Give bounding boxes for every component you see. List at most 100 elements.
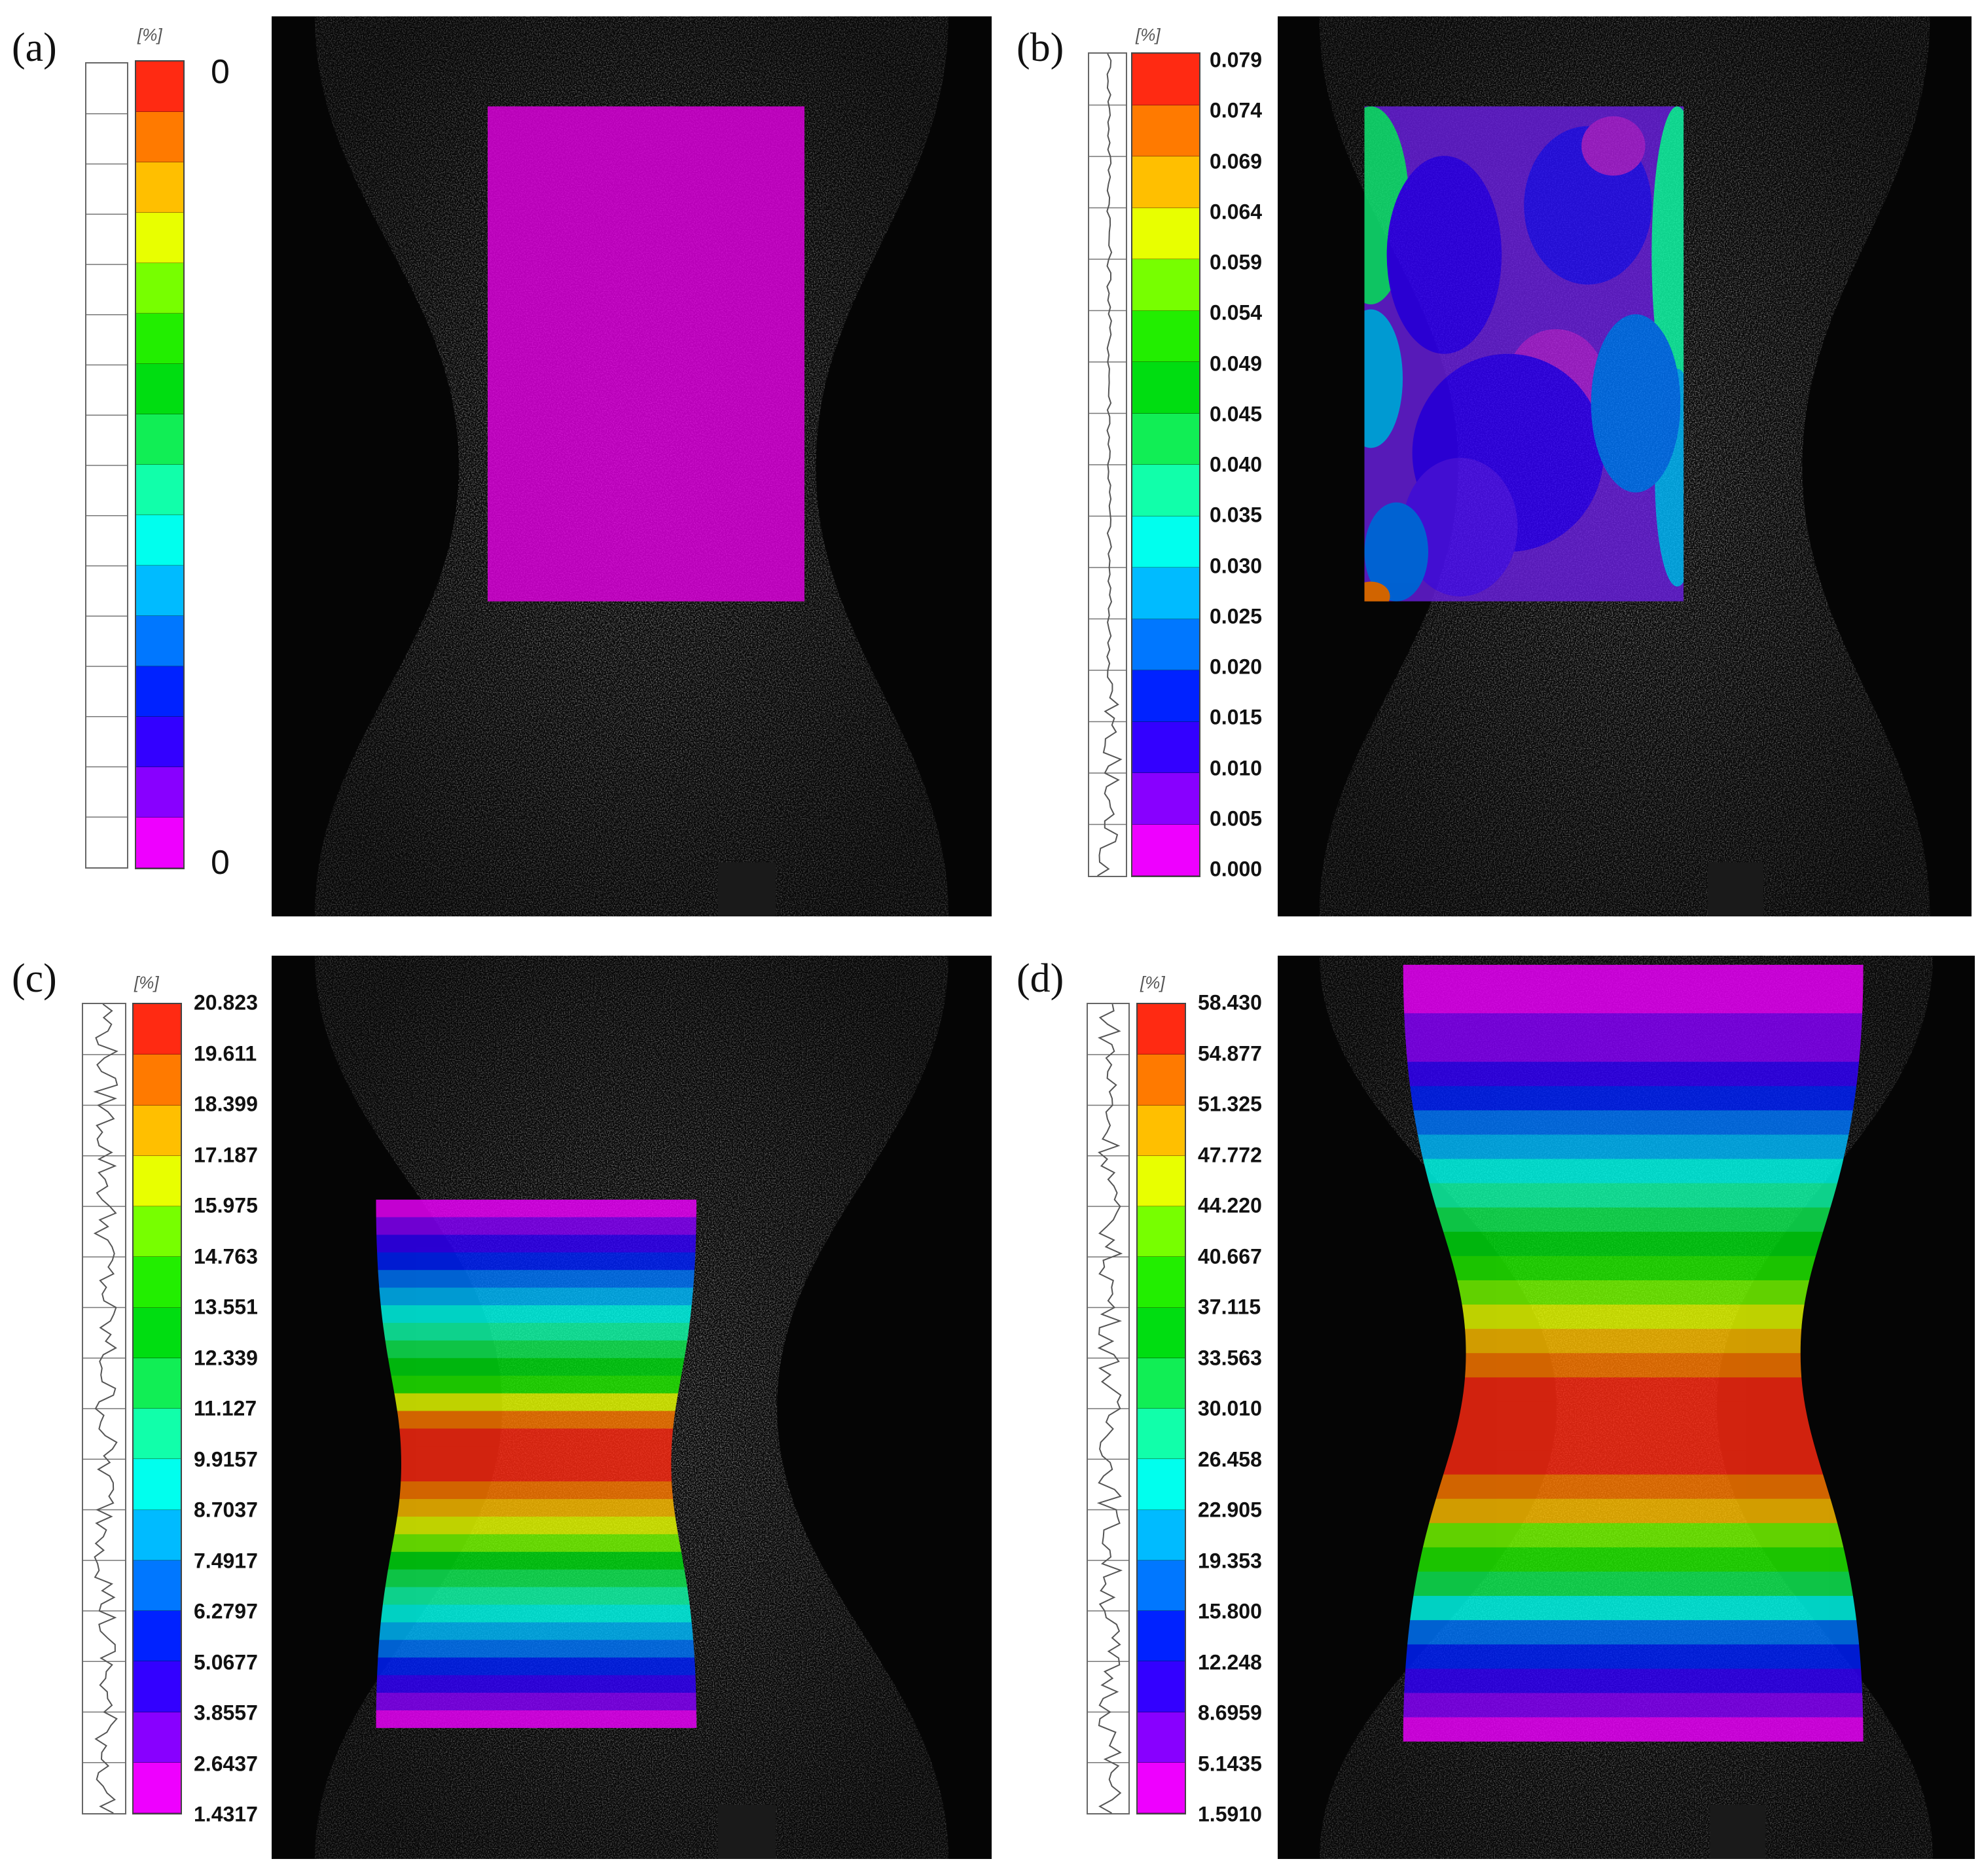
scale-tick-label: 0.005 — [1210, 806, 1263, 831]
scale-max-label: 0 — [211, 53, 230, 91]
scale-tick-label: 5.1435 — [1198, 1752, 1262, 1775]
scale-segment — [136, 666, 183, 717]
scale-segment — [1138, 1661, 1185, 1712]
scale-tick-label: 0.079 — [1210, 48, 1263, 72]
color-scale-bar — [1131, 52, 1200, 877]
scale-tick-label: 5.0677 — [194, 1650, 258, 1674]
scale-segment — [1138, 1762, 1185, 1813]
scale-segment — [134, 1459, 181, 1510]
scale-segment — [136, 364, 183, 414]
scale-segment — [136, 767, 183, 818]
scale-segment — [1132, 259, 1199, 311]
scale-segment — [1138, 1055, 1185, 1106]
scale-segment — [136, 717, 183, 767]
scale-tick-label: 47.772 — [1198, 1143, 1262, 1166]
strain-field-image — [272, 956, 992, 1859]
scale-segment — [136, 465, 183, 515]
scale-tick-label: 9.9157 — [194, 1447, 258, 1471]
scale-segment — [136, 566, 183, 616]
strain-field-image — [272, 16, 992, 916]
scale-tick-label: 7.4917 — [194, 1549, 258, 1572]
scale-segment — [136, 263, 183, 314]
scale-segment — [1132, 568, 1199, 619]
scale-segment — [1132, 670, 1199, 722]
scale-segment — [1132, 721, 1199, 773]
scale-segment — [136, 62, 183, 112]
panel-a: (a) [%] 0 0 — [0, 0, 992, 938]
scale-segment — [1132, 773, 1199, 825]
strain-field-image — [1278, 16, 1972, 916]
scale-tick-label: 18.399 — [194, 1092, 258, 1116]
scale-tick-label: 6.2797 — [194, 1599, 258, 1623]
scale-segment — [1132, 824, 1199, 876]
panel-b: (b) [%] 0.079 0.074 0.069 0.064 0.059 0.054 0.… — [1017, 16, 1972, 916]
scale-segment — [1138, 1712, 1185, 1763]
scale-segment — [136, 515, 183, 566]
scale-segment — [134, 1307, 181, 1358]
scale-segment — [136, 314, 183, 364]
color-scale-bar — [1136, 1003, 1186, 1814]
strain-field-image — [1278, 956, 1975, 1859]
scale-tick-label: 0.059 — [1210, 250, 1263, 274]
unit-label: [%] — [1136, 25, 1161, 45]
panel-label: (c) — [12, 956, 57, 1001]
scale-segment — [134, 1105, 181, 1156]
scale-tick-label: 0.049 — [1210, 352, 1263, 375]
scale-segment — [1138, 1358, 1185, 1409]
scale-segment — [136, 213, 183, 263]
scale-tick-label: 12.339 — [194, 1346, 258, 1369]
scale-segment — [134, 1661, 181, 1712]
scale-segment — [1132, 310, 1199, 362]
unit-label: [%] — [1140, 973, 1165, 992]
scale-segment — [1138, 1155, 1185, 1206]
color-scale-bar — [132, 1003, 182, 1814]
scale-segment — [134, 1762, 181, 1813]
scale-tick-label: 15.975 — [194, 1193, 258, 1218]
scale-tick-label: 12.248 — [1198, 1650, 1262, 1674]
panel-label: (b) — [1017, 26, 1064, 70]
scale-tick-label: 0.025 — [1210, 604, 1263, 628]
scale-tick-label: 0.064 — [1210, 200, 1263, 224]
scale-tick-label: 0.069 — [1210, 149, 1263, 173]
scale-segment — [134, 1257, 181, 1308]
panel-label: (a) — [12, 26, 57, 70]
scale-tick-label: 19.611 — [194, 1041, 257, 1065]
scale-tick-label: 58.430 — [1198, 990, 1262, 1015]
scale-segment — [1132, 619, 1199, 670]
scale-segment — [1138, 1459, 1185, 1510]
scale-tick-label: 37.115 — [1198, 1295, 1261, 1319]
scale-segment — [134, 1560, 181, 1611]
scale-tick-label: 54.877 — [1198, 1041, 1262, 1065]
scale-segment — [1132, 465, 1199, 516]
scale-tick-label: 22.905 — [1198, 1498, 1262, 1522]
scale-segment — [1138, 1105, 1185, 1156]
scale-segment — [1132, 54, 1199, 105]
histogram-strip — [1087, 1003, 1130, 1814]
scale-tick-label: 0.015 — [1210, 705, 1263, 729]
scale-tick-label: 0.074 — [1210, 98, 1263, 122]
scale-segment — [1132, 207, 1199, 259]
scale-tick-label: 15.800 — [1198, 1599, 1262, 1623]
unit-label: [%] — [137, 25, 162, 45]
scale-tick-label: 11.127 — [194, 1396, 257, 1420]
scale-tick-label: 20.823 — [194, 990, 258, 1015]
scale-tick-label: 0.035 — [1210, 503, 1263, 527]
scale-segment — [136, 162, 183, 213]
scale-segment — [134, 1712, 181, 1763]
scale-tick-label: 51.325 — [1198, 1092, 1262, 1116]
histogram-strip — [85, 62, 128, 869]
scale-tick-label: 0.040 — [1210, 452, 1263, 477]
scale-tick-label: 1.5910 — [1198, 1802, 1262, 1826]
scale-segment — [134, 1206, 181, 1257]
histogram-strip — [82, 1003, 126, 1814]
scale-min-label: 0 — [211, 844, 230, 882]
scale-segment — [134, 1611, 181, 1662]
scale-segment — [1138, 1004, 1185, 1055]
scale-segment — [1138, 1307, 1185, 1358]
scale-tick-label: 19.353 — [1198, 1549, 1262, 1572]
scale-tick-label: 2.6437 — [194, 1752, 258, 1775]
color-scale-bar — [135, 60, 185, 869]
scale-segment — [1138, 1409, 1185, 1460]
scale-tick-label: 0.045 — [1210, 402, 1263, 426]
